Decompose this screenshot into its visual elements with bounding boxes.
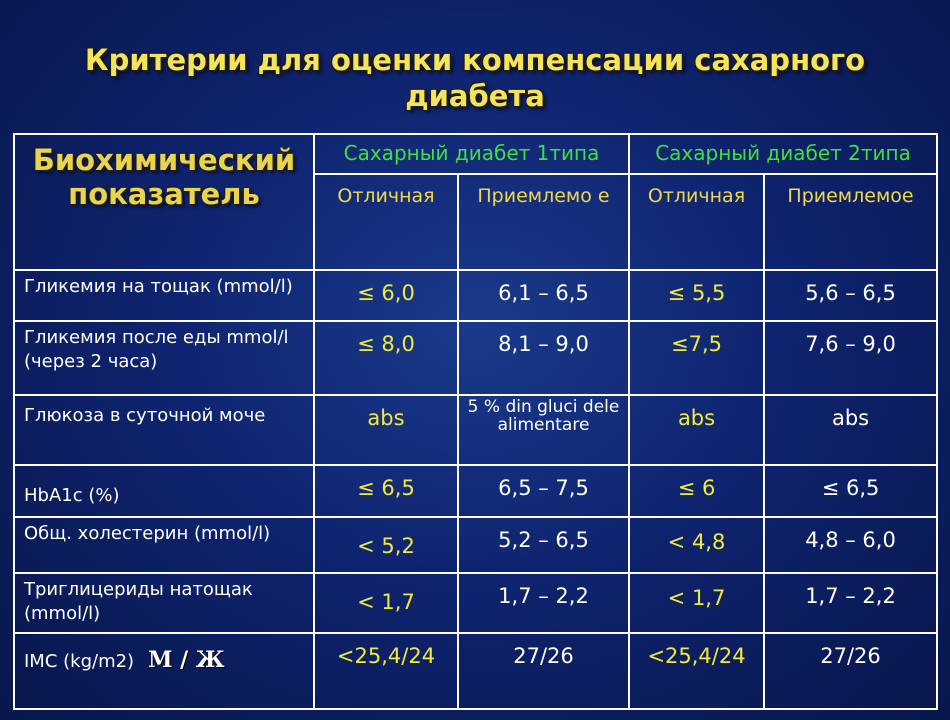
- table-row: Гликемия после еды mmol/l (через 2 часа)…: [13, 320, 939, 396]
- criteria-table: Биохимический показатель Сахарный диабет…: [13, 133, 939, 710]
- sex-marker: М / Ж: [148, 647, 225, 673]
- cell-t1-excellent: <25,4/24: [313, 632, 459, 710]
- cell-t2-acceptable: 27/26: [763, 632, 939, 710]
- slide-title-line-1: Критерии для оценки компенсации сахарног…: [84, 43, 866, 77]
- header-t2-excellent: Отличная: [628, 173, 766, 271]
- cell-t1-acceptable: 6,1 – 6,5: [456, 269, 631, 322]
- cell-t1-excellent: < 1,7: [313, 572, 459, 634]
- header-t2-acceptable: Приемлемое: [763, 173, 939, 271]
- cell-t1-excellent: ≤ 6,0: [313, 269, 459, 322]
- cell-t2-excellent: ≤ 6: [628, 464, 766, 518]
- row-label: Гликемия после еды mmol/l (через 2 часа): [13, 320, 315, 396]
- cell-t1-acceptable: 27/26: [456, 632, 631, 710]
- header-indicator: Биохимический показатель: [13, 133, 315, 271]
- cell-t1-acceptable: 8,1 – 9,0: [456, 320, 631, 396]
- table-row: Триглицериды натощак (mmol/l) < 1,7 1,7 …: [13, 572, 939, 634]
- table-row: Глюкоза в суточной моче abs 5 % din gluc…: [13, 394, 939, 466]
- row-label: Триглицериды натощак (mmol/l): [13, 572, 315, 634]
- cell-t2-acceptable: 4,8 – 6,0: [763, 516, 939, 574]
- row-label-imc: IMC (kg/m2) М / Ж: [13, 632, 315, 710]
- cell-t2-acceptable: abs: [763, 394, 939, 466]
- cell-t2-excellent: < 1,7: [628, 572, 766, 634]
- row-label: Глюкоза в суточной моче: [13, 394, 315, 466]
- header-t1-excellent: Отличная: [313, 173, 459, 271]
- row-label: Общ. холестерин (mmol/l): [13, 516, 315, 574]
- cell-t2-excellent: ≤7,5: [628, 320, 766, 396]
- cell-t2-acceptable: 1,7 – 2,2: [763, 572, 939, 634]
- table-row: IMC (kg/m2) М / Ж <25,4/24 27/26 <25,4/24…: [13, 632, 939, 710]
- cell-t2-excellent: < 4,8: [628, 516, 766, 574]
- table-row: HbA1c (%) ≤ 6,5 6,5 – 7,5 ≤ 6 ≤ 6,5: [13, 464, 939, 518]
- table-row: Гликемия на тощак (mmol/l) ≤ 6,0 6,1 – 6…: [13, 269, 939, 322]
- cell-t1-acceptable: 5 % din gluci dele alimentare: [456, 394, 631, 466]
- row-label: HbA1c (%): [13, 464, 315, 518]
- row-label: Гликемия на тощак (mmol/l): [13, 269, 315, 322]
- cell-t2-acceptable: 7,6 – 9,0: [763, 320, 939, 396]
- cell-t1-excellent: ≤ 6,5: [313, 464, 459, 518]
- cell-t2-acceptable: ≤ 6,5: [763, 464, 939, 518]
- cell-t1-excellent: < 5,2: [313, 516, 459, 574]
- cell-t2-excellent: <25,4/24: [628, 632, 766, 710]
- table-row: Общ. холестерин (mmol/l) < 5,2 5,2 – 6,5…: [13, 516, 939, 574]
- cell-t1-excellent: abs: [313, 394, 459, 466]
- cell-t2-excellent: abs: [628, 394, 766, 466]
- header-t1-acceptable: Приемлемо е: [456, 173, 631, 271]
- header-type2: Сахарный диабет 2типа: [628, 133, 939, 175]
- cell-t1-acceptable: 6,5 – 7,5: [456, 464, 631, 518]
- cell-t1-excellent: ≤ 8,0: [313, 320, 459, 396]
- cell-t1-acceptable: 5,2 – 6,5: [456, 516, 631, 574]
- header-type1: Сахарный диабет 1типа: [312, 133, 631, 175]
- cell-t2-excellent: ≤ 5,5: [628, 269, 766, 322]
- cell-t1-acceptable: 1,7 – 2,2: [456, 572, 631, 634]
- slide-title-line-2: диабета: [405, 79, 545, 113]
- cell-t2-acceptable: 5,6 – 6,5: [763, 269, 939, 322]
- row-label: IMC (kg/m2): [24, 651, 135, 672]
